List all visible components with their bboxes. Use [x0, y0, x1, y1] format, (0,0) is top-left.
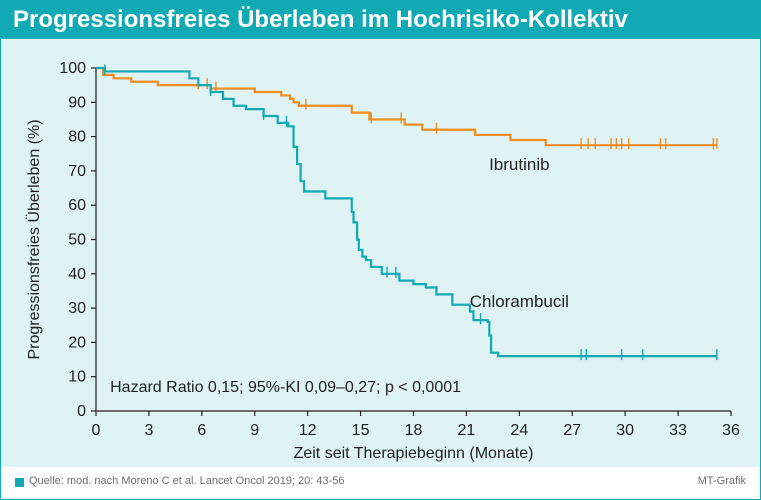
series-label-chlorambucil: Chlorambucil	[470, 292, 569, 311]
y-tick-label: 10	[68, 369, 86, 386]
footer-marker	[15, 478, 24, 487]
x-tick-label: 0	[92, 422, 101, 439]
x-tick-label: 18	[405, 422, 423, 439]
y-tick-label: 60	[68, 197, 86, 214]
y-tick-label: 70	[68, 163, 86, 180]
x-tick-label: 6	[197, 422, 206, 439]
plot-area: 0 10 20 30 40 50 60 70 80 90 100 0 3 6 9 12 15 18 21 24 27 30…	[1, 39, 760, 467]
x-tick-label: 9	[250, 422, 259, 439]
y-axis-label: Progressionsfreies Überleben (%)	[25, 119, 43, 359]
title-bar: Progressionsfreies Überleben im Hochrisi…	[1, 1, 760, 39]
y-tick-label: 40	[68, 266, 86, 283]
x-axis-label: Zeit seit Therapiebeginn (Monate)	[294, 445, 534, 462]
graphic-credit: MT-Grafik	[697, 475, 746, 487]
series-line-chlorambucil	[96, 66, 717, 358]
footer: Quelle: mod. nach Moreno C et al. Lancet…	[1, 467, 760, 499]
y-tick-label: 100	[59, 60, 86, 77]
x-tick-label: 27	[563, 422, 581, 439]
y-tick-label: 0	[77, 403, 86, 420]
x-tick-label: 12	[299, 422, 317, 439]
x-tick-label: 3	[144, 422, 153, 439]
series-line-ibrutinib	[96, 66, 717, 147]
source-note: Quelle: mod. nach Moreno C et al. Lancet…	[29, 475, 345, 487]
x-tick-label: 21	[458, 422, 476, 439]
x-tick-label: 24	[510, 422, 528, 439]
y-tick-label: 90	[68, 94, 86, 111]
series-label-ibrutinib: Ibrutinib	[489, 155, 549, 174]
x-tick-label: 30	[616, 422, 634, 439]
y-tick-label: 50	[68, 232, 86, 249]
y-tick-label: 80	[68, 129, 86, 146]
y-tick-label: 30	[68, 300, 86, 317]
x-tick-label: 15	[352, 422, 370, 439]
hazard-ratio-annotation: Hazard Ratio 0,15; 95%-KI 0,09–0,27; p <…	[110, 379, 461, 396]
y-tick-label: 20	[68, 334, 86, 351]
x-tick-label: 36	[722, 422, 740, 439]
x-tick-label: 33	[669, 422, 687, 439]
chart-title: Progressionsfreies Überleben im Hochrisi…	[13, 6, 628, 33]
